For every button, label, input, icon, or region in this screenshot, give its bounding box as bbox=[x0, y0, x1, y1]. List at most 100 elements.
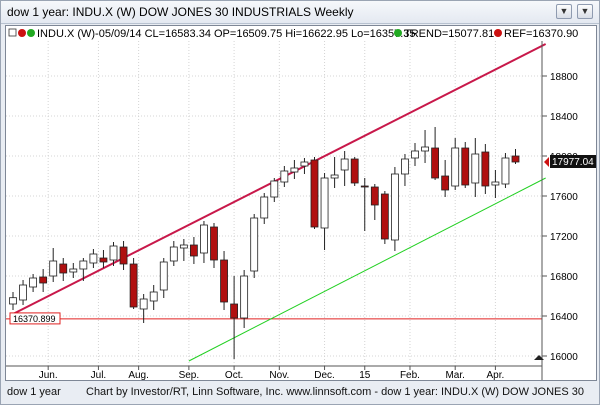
quote-text: INDU.X (W)-05/09/14 CL=16583.34 OP=16509… bbox=[37, 28, 416, 40]
candle-body bbox=[189, 244, 198, 257]
candle bbox=[380, 191, 389, 244]
last-price-pointer-icon bbox=[544, 157, 549, 167]
candle-body bbox=[390, 173, 399, 241]
candle-body bbox=[300, 161, 309, 167]
candle-body bbox=[320, 177, 329, 229]
candle-body bbox=[200, 224, 208, 254]
candle bbox=[9, 292, 17, 310]
last-price-badge: 17977.04 bbox=[544, 155, 596, 168]
x-tick-label: Nov. bbox=[269, 370, 289, 380]
candle-body bbox=[401, 158, 409, 175]
x-tick-label: Aug. bbox=[128, 370, 149, 380]
candle-body bbox=[19, 284, 27, 301]
menu-button[interactable]: ▼ bbox=[577, 4, 593, 19]
candle-body bbox=[240, 275, 249, 319]
candle-body bbox=[451, 147, 460, 187]
trend-text: TREND=15077.81 bbox=[404, 28, 494, 40]
candle bbox=[310, 157, 319, 229]
candle-body bbox=[431, 147, 440, 179]
candle bbox=[129, 258, 138, 309]
candle bbox=[481, 144, 490, 194]
candle bbox=[411, 143, 419, 166]
x-tick-label: 15 bbox=[359, 370, 371, 380]
candle bbox=[29, 274, 38, 292]
trend-indicator-icon bbox=[394, 29, 402, 37]
close-box-icon[interactable] bbox=[8, 28, 17, 37]
candle bbox=[441, 160, 450, 197]
candle-body bbox=[210, 226, 218, 261]
candle-body bbox=[99, 257, 108, 263]
candle bbox=[39, 269, 48, 292]
candle bbox=[119, 241, 128, 270]
candle-body bbox=[360, 185, 369, 188]
candle bbox=[89, 249, 98, 268]
candle bbox=[210, 223, 218, 268]
support-line bbox=[188, 177, 546, 362]
quote-header: INDU.X (W)-05/09/14 CL=16583.34 OP=16509… bbox=[6, 26, 596, 41]
candle-body bbox=[39, 276, 48, 284]
candle bbox=[189, 237, 198, 264]
candle-body bbox=[159, 261, 168, 291]
candle bbox=[300, 158, 309, 174]
candle-body bbox=[501, 157, 510, 185]
x-tick-label: Apr. bbox=[487, 370, 505, 380]
candle-body bbox=[511, 155, 520, 163]
x-tick-label: Jun. bbox=[39, 370, 58, 380]
candle bbox=[280, 166, 289, 187]
x-tick-label: Jul. bbox=[91, 370, 107, 380]
candle bbox=[350, 157, 359, 186]
candle bbox=[471, 138, 480, 197]
candle-body bbox=[310, 159, 319, 228]
candle bbox=[69, 263, 78, 278]
candle bbox=[49, 248, 58, 282]
x-tick-label: Mar. bbox=[445, 370, 464, 380]
candle-body bbox=[230, 303, 239, 319]
last-price-label: 17977.04 bbox=[552, 157, 594, 168]
candle bbox=[99, 250, 108, 268]
chevron-down-icon: ▼ bbox=[580, 6, 590, 16]
candle-body bbox=[330, 174, 339, 179]
collapse-button[interactable]: ▼ bbox=[556, 4, 572, 19]
candle-body bbox=[59, 263, 68, 274]
candle-body bbox=[109, 245, 118, 261]
candle bbox=[179, 239, 188, 261]
candle bbox=[109, 242, 118, 266]
candle-body bbox=[471, 153, 480, 184]
y-tick-label: 18400 bbox=[550, 112, 578, 123]
candle-body bbox=[380, 193, 389, 240]
candle-body bbox=[481, 151, 490, 187]
ref-text: REF=16370.90 bbox=[504, 28, 578, 40]
x-axis: Jun. Jul. Aug. Sep. Oct. Nov. Dec. 15 Feb. Mar. Ap… bbox=[6, 355, 544, 381]
candle-body bbox=[179, 244, 188, 249]
candle bbox=[220, 251, 228, 310]
candle bbox=[79, 258, 88, 281]
candle bbox=[270, 178, 279, 202]
candle-body bbox=[491, 181, 500, 186]
candle-body bbox=[421, 146, 429, 152]
candle-body bbox=[89, 253, 98, 264]
x-tick-label: Oct. bbox=[225, 370, 243, 380]
candle-body bbox=[119, 246, 128, 265]
candlestick-chart[interactable]: INDU.X (W)-05/09/14 CL=16583.34 OP=16509… bbox=[6, 26, 596, 381]
ref-value-badge: 16370.899 bbox=[9, 312, 61, 325]
candle-body bbox=[250, 217, 259, 272]
chart-area[interactable]: INDU.X (W)-05/09/14 CL=16583.34 OP=16509… bbox=[5, 25, 597, 381]
candle bbox=[59, 258, 68, 281]
candle bbox=[330, 157, 339, 188]
status-credits: Chart by Investor/RT, Linn Software, Inc… bbox=[86, 386, 586, 398]
candle-body bbox=[169, 246, 178, 262]
candle-body bbox=[9, 297, 17, 305]
candle bbox=[491, 170, 500, 198]
candle bbox=[290, 160, 299, 179]
candle bbox=[390, 167, 399, 251]
candle bbox=[139, 294, 148, 323]
candle-body bbox=[370, 186, 379, 206]
candle-body bbox=[139, 298, 148, 310]
candle-body bbox=[29, 277, 38, 288]
candle-body bbox=[340, 158, 349, 171]
candle bbox=[370, 184, 379, 220]
candle bbox=[200, 221, 208, 263]
x-tick-label: Dec. bbox=[314, 370, 335, 380]
up-indicator-icon bbox=[27, 29, 35, 37]
